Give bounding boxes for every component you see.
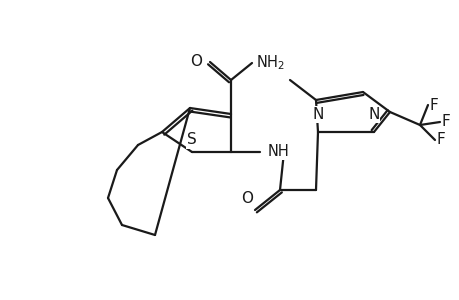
Text: N: N bbox=[312, 107, 323, 122]
Text: NH$_2$: NH$_2$ bbox=[256, 54, 285, 72]
Text: O: O bbox=[241, 191, 252, 206]
Text: F: F bbox=[441, 115, 450, 130]
Text: O: O bbox=[190, 55, 202, 70]
Text: N: N bbox=[368, 107, 379, 122]
Text: NH: NH bbox=[268, 145, 289, 160]
Text: S: S bbox=[187, 133, 196, 148]
Text: F: F bbox=[429, 98, 438, 112]
Text: F: F bbox=[436, 133, 445, 148]
